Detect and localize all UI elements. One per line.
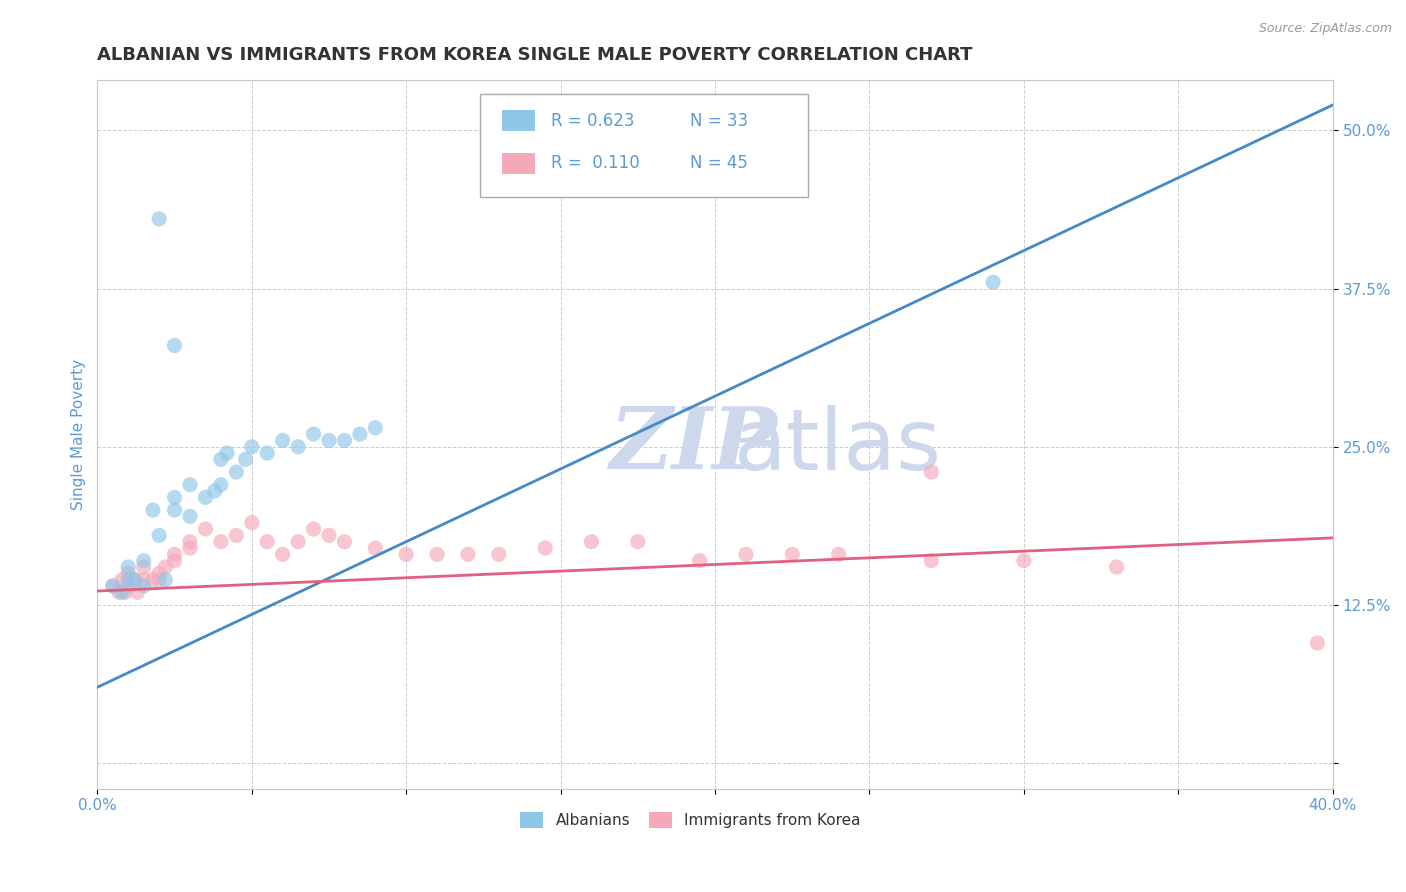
- Point: [735, 547, 758, 561]
- Point: [179, 541, 201, 555]
- Point: [780, 547, 803, 561]
- Point: [163, 547, 186, 561]
- Point: [204, 484, 226, 499]
- Point: [271, 547, 294, 561]
- Point: [111, 573, 134, 587]
- Point: [142, 573, 165, 587]
- Point: [209, 534, 232, 549]
- Point: [827, 547, 849, 561]
- Y-axis label: Single Male Poverty: Single Male Poverty: [72, 359, 86, 509]
- Point: [302, 427, 325, 442]
- Point: [256, 534, 278, 549]
- Point: [132, 554, 155, 568]
- Point: [108, 585, 131, 599]
- Point: [488, 547, 510, 561]
- Point: [240, 516, 263, 530]
- Point: [333, 434, 356, 448]
- Text: R =  0.110: R = 0.110: [551, 154, 640, 172]
- Point: [349, 427, 371, 442]
- Point: [163, 491, 186, 505]
- Point: [364, 541, 387, 555]
- Point: [117, 573, 139, 587]
- Point: [287, 440, 309, 454]
- Point: [256, 446, 278, 460]
- Point: [235, 452, 257, 467]
- Point: [302, 522, 325, 536]
- Point: [981, 275, 1004, 289]
- Point: [457, 547, 479, 561]
- Point: [209, 477, 232, 491]
- Point: [148, 573, 170, 587]
- Point: [155, 560, 177, 574]
- Point: [117, 560, 139, 574]
- Legend: Albanians, Immigrants from Korea: Albanians, Immigrants from Korea: [515, 805, 866, 834]
- Point: [318, 434, 340, 448]
- Point: [194, 522, 217, 536]
- Point: [534, 541, 557, 555]
- Point: [920, 465, 942, 479]
- Point: [689, 554, 711, 568]
- Point: [1105, 560, 1128, 574]
- Point: [225, 528, 247, 542]
- Point: [101, 579, 124, 593]
- Point: [124, 573, 146, 587]
- Text: Source: ZipAtlas.com: Source: ZipAtlas.com: [1258, 22, 1392, 36]
- Point: [132, 573, 155, 587]
- FancyBboxPatch shape: [502, 110, 536, 132]
- Text: atlas: atlas: [734, 405, 942, 488]
- Point: [132, 579, 155, 593]
- Point: [117, 579, 139, 593]
- Point: [627, 534, 650, 549]
- Point: [209, 452, 232, 467]
- Text: ZIP: ZIP: [610, 403, 778, 486]
- Text: ALBANIAN VS IMMIGRANTS FROM KOREA SINGLE MALE POVERTY CORRELATION CHART: ALBANIAN VS IMMIGRANTS FROM KOREA SINGLE…: [97, 46, 973, 64]
- Text: N = 33: N = 33: [690, 112, 748, 129]
- Point: [364, 421, 387, 435]
- Point: [179, 509, 201, 524]
- Point: [1012, 554, 1035, 568]
- Point: [163, 503, 186, 517]
- Point: [581, 534, 603, 549]
- Point: [271, 434, 294, 448]
- Point: [127, 585, 149, 599]
- Point: [148, 528, 170, 542]
- Point: [163, 338, 186, 352]
- Point: [395, 547, 418, 561]
- Point: [142, 503, 165, 517]
- Point: [148, 566, 170, 581]
- Point: [1306, 636, 1329, 650]
- Point: [148, 211, 170, 226]
- Point: [155, 573, 177, 587]
- FancyBboxPatch shape: [502, 152, 536, 175]
- Point: [217, 446, 239, 460]
- Point: [111, 585, 134, 599]
- Point: [114, 585, 136, 599]
- Point: [163, 554, 186, 568]
- Point: [920, 554, 942, 568]
- Point: [287, 534, 309, 549]
- Text: N = 45: N = 45: [690, 154, 748, 172]
- Point: [101, 579, 124, 593]
- Point: [179, 534, 201, 549]
- Point: [225, 465, 247, 479]
- Point: [132, 560, 155, 574]
- Text: R = 0.623: R = 0.623: [551, 112, 634, 129]
- Point: [117, 566, 139, 581]
- Point: [240, 440, 263, 454]
- FancyBboxPatch shape: [481, 94, 807, 196]
- Point: [124, 573, 146, 587]
- Point: [426, 547, 449, 561]
- Point: [333, 534, 356, 549]
- Point: [194, 491, 217, 505]
- Point: [179, 477, 201, 491]
- Point: [318, 528, 340, 542]
